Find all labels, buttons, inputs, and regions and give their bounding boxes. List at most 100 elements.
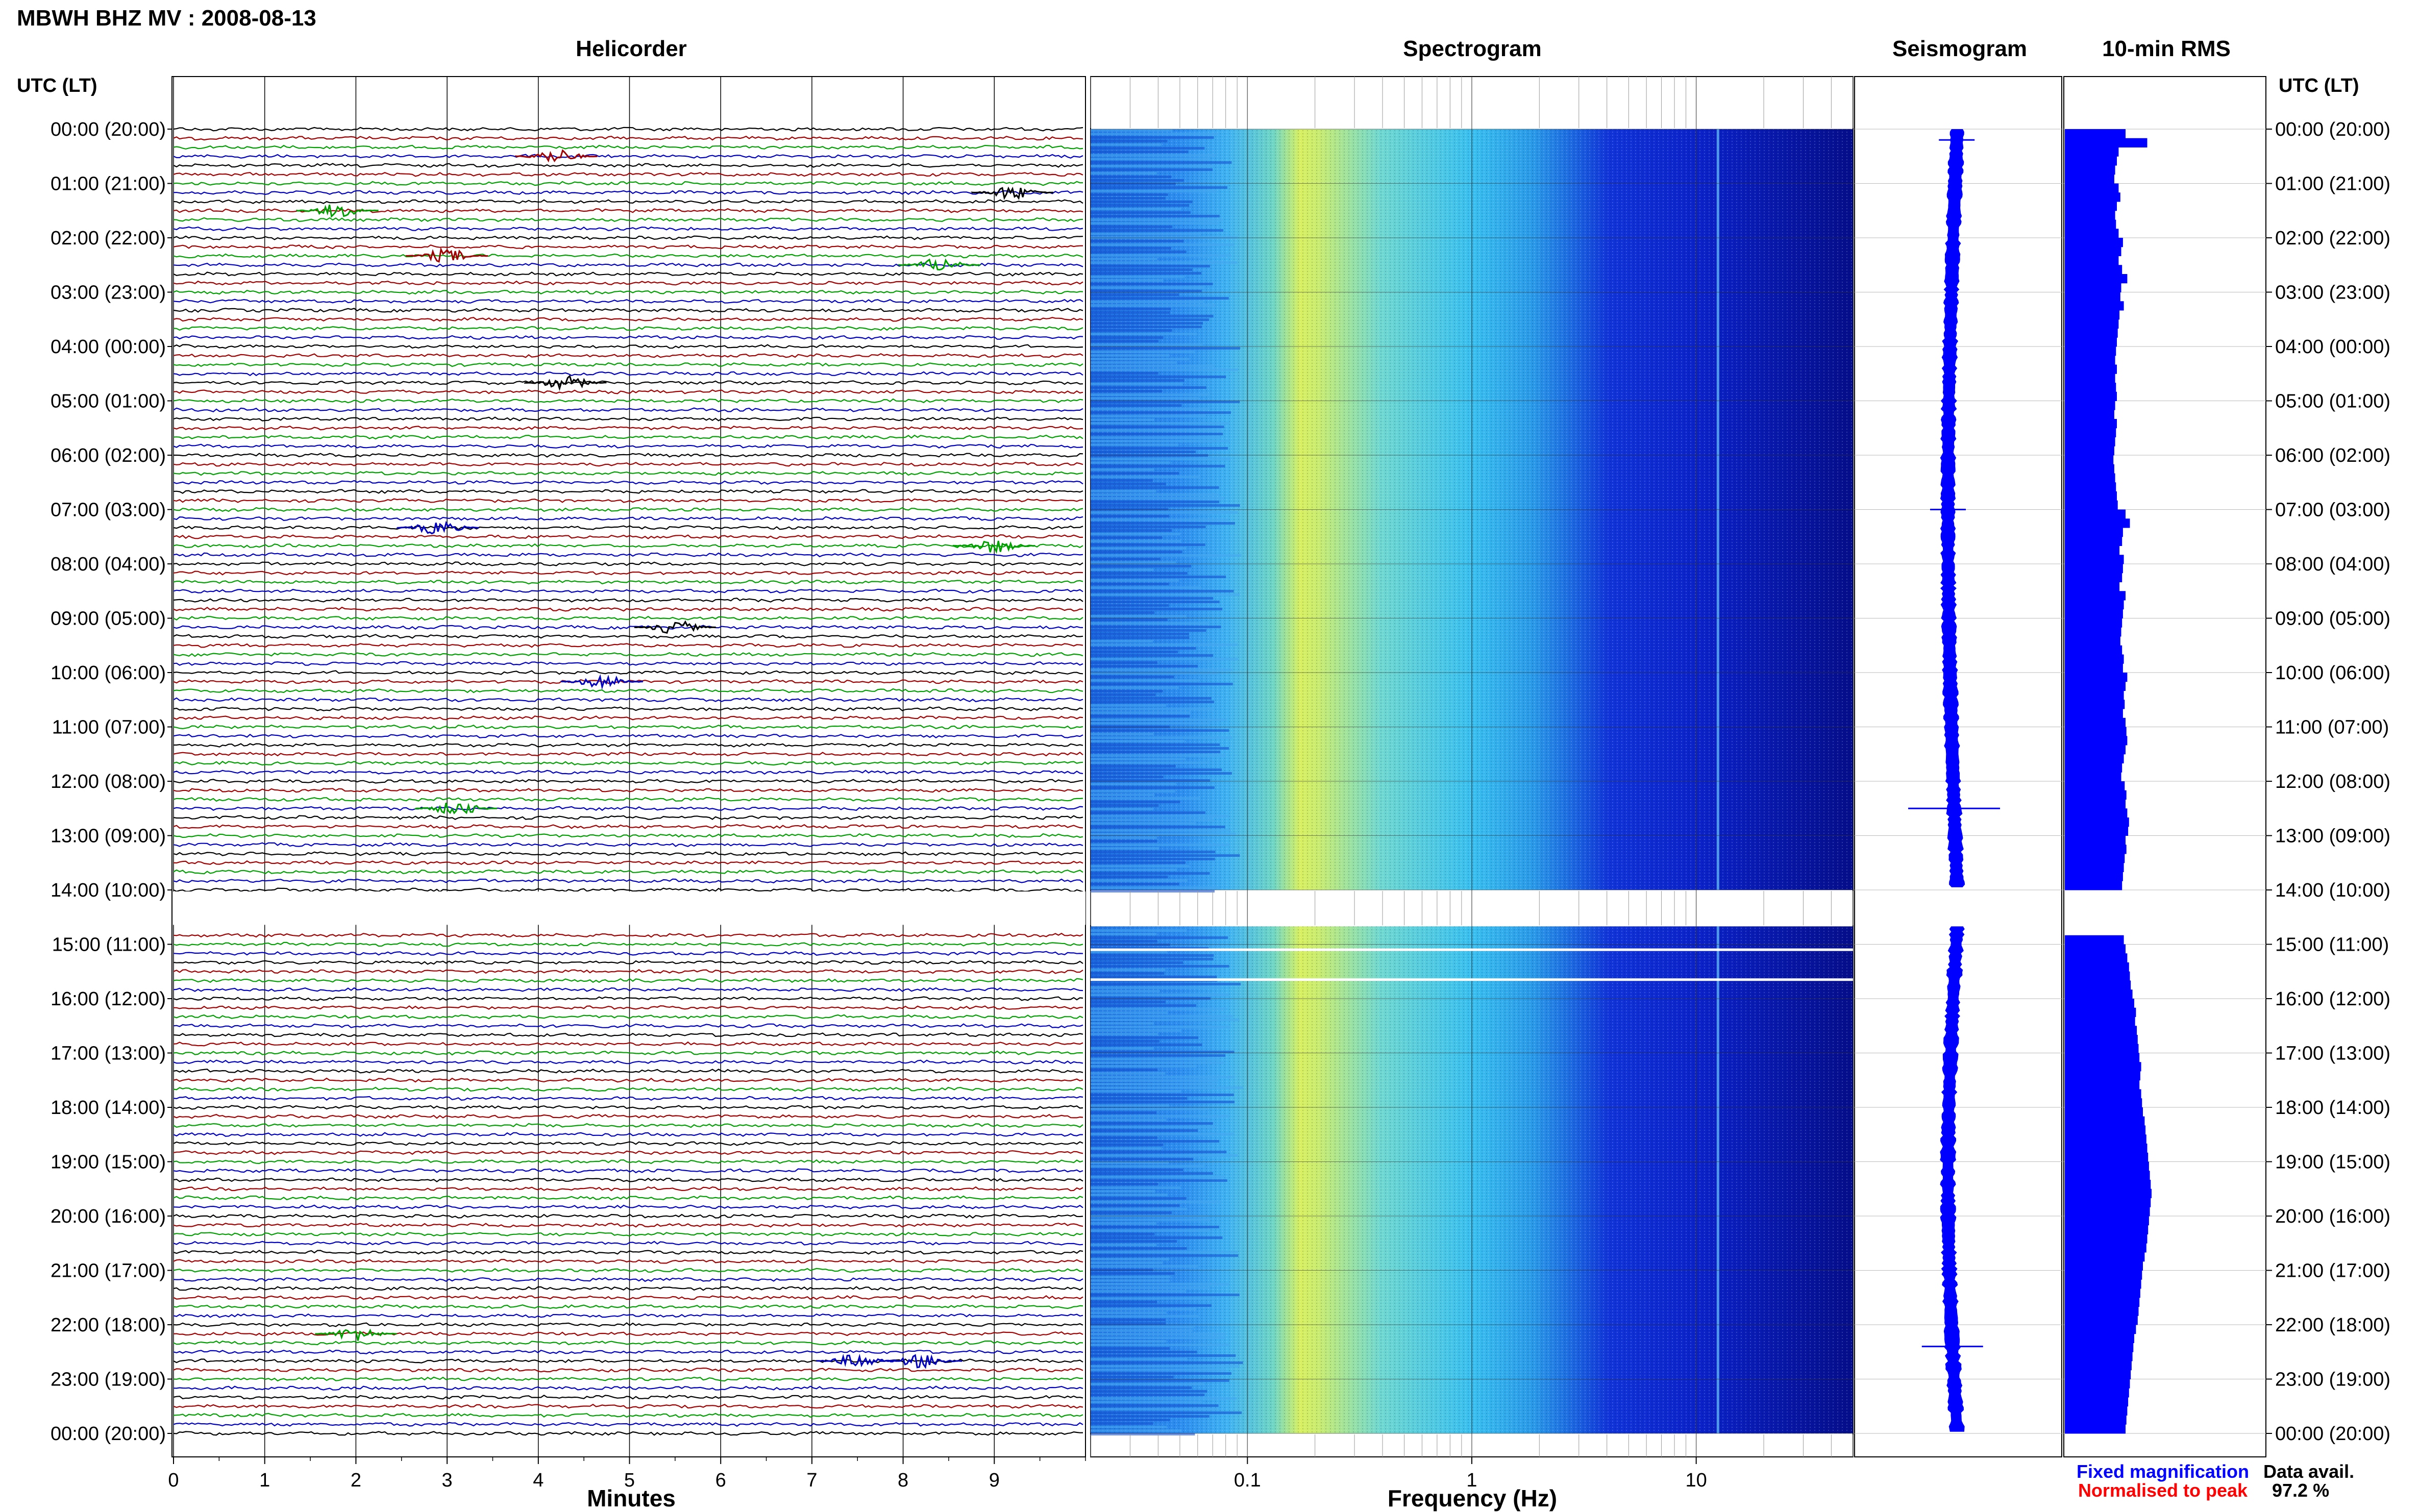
spectrogram-band: [1091, 579, 1179, 582]
rms-bar: [2065, 1071, 2140, 1081]
utc-label-right: UTC (LT): [2279, 75, 2359, 96]
helicorder-trace: [173, 398, 1083, 404]
spectrogram-band: [1091, 329, 1172, 332]
helicorder-x-tick-label: 0: [168, 1470, 179, 1491]
spectrogram-band: [1091, 1129, 1198, 1132]
spectrogram-band: [1091, 1036, 1199, 1039]
time-label-right: 09:00 (05:00): [2275, 608, 2390, 630]
spectrogram-band: [1091, 1258, 1170, 1260]
rms-bar: [2065, 1225, 2149, 1234]
helicorder-x-tick-label: 6: [715, 1470, 726, 1491]
spectrogram-band: [1091, 951, 1167, 953]
spectrogram-band: [1091, 994, 1229, 996]
rms-bar: [2065, 808, 2128, 818]
rms-bar: [2065, 1134, 2146, 1144]
spectrogram-band: [1091, 1408, 1218, 1410]
spectrogram-band: [1091, 636, 1190, 639]
helicorder-trace: [173, 1050, 1083, 1056]
rms-bar: [2065, 654, 2124, 664]
spectrogram-band: [1091, 226, 1173, 228]
helicorder-trace: [173, 1204, 1083, 1210]
spectrogram-band: [1091, 161, 1232, 164]
spectrogram-band: [1091, 647, 1196, 650]
helicorder-trace: [173, 1023, 1083, 1029]
spectrogram-band: [1091, 404, 1182, 407]
rms-bar: [2065, 1188, 2152, 1198]
spectrogram-band: [1091, 1190, 1155, 1193]
spectrogram-band: [1091, 654, 1214, 657]
spectrogram-band: [1091, 972, 1165, 975]
spectrogram-band: [1091, 769, 1222, 771]
spectrogram-band: [1091, 1179, 1227, 1182]
helicorder-trace: [173, 661, 1083, 666]
time-label-right: 13:00 (09:00): [2275, 826, 2390, 847]
spectrogram-band: [1091, 247, 1172, 250]
helicorder-trace: [173, 1277, 1083, 1282]
spectrogram-band: [1091, 1286, 1210, 1289]
rms-bar: [2065, 772, 2121, 782]
helicorder-trace: [173, 1231, 1083, 1237]
helicorder-trace: [173, 498, 1083, 503]
time-label-right: 06:00 (02:00): [2275, 445, 2390, 466]
helicorder-panel: [171, 76, 1086, 1457]
spectrogram-band: [1091, 472, 1179, 475]
rms-panel: [2063, 76, 2266, 1457]
rms-bar: [2065, 681, 2126, 691]
spectrogram-band: [1091, 1326, 1194, 1328]
spectrogram-band: [1091, 1422, 1153, 1425]
helicorder-trace: [173, 1268, 1083, 1273]
rms-bar: [2065, 618, 2122, 628]
helicorder-trace: [173, 1014, 1083, 1020]
rms-bar: [2065, 1198, 2151, 1207]
rms-bar: [2065, 636, 2120, 646]
rms-bar: [2065, 872, 2123, 881]
rms-bar: [2065, 854, 2125, 863]
spectrogram-band: [1091, 1301, 1157, 1303]
helicorder-trace: [173, 1403, 1083, 1409]
spectrogram-band: [1091, 826, 1225, 828]
rms-bar: [2065, 491, 2117, 501]
rms-bar: [2065, 1279, 2141, 1289]
time-label-left: 10:00 (06:00): [51, 662, 166, 684]
spectrogram-band: [1091, 815, 1229, 817]
helicorder-trace: [173, 1358, 1083, 1364]
helicorder-event: [634, 620, 716, 634]
helicorder-trace: [173, 1367, 1083, 1373]
rms-bar: [2065, 717, 2126, 727]
legend-fixed-magnification: Fixed magnification: [2077, 1461, 2249, 1482]
spectrogram-band: [1091, 418, 1155, 421]
spectrogram-band: [1091, 1151, 1227, 1153]
helicorder-trace: [173, 670, 1083, 675]
rms-bar: [2065, 138, 2148, 147]
spectrogram-band: [1091, 715, 1190, 717]
time-label-right: 14:00 (10:00): [2275, 880, 2390, 901]
seismogram-frame: [1854, 76, 2062, 1457]
spectrogram-band: [1091, 754, 1226, 757]
spectrogram-band: [1091, 1040, 1159, 1043]
spectrogram-band: [1091, 1333, 1226, 1335]
helicorder-trace: [173, 308, 1083, 313]
spectrogram-band: [1091, 804, 1159, 807]
spectrogram-band: [1091, 940, 1157, 943]
spectrogram-band: [1091, 390, 1163, 392]
spectrogram-band: [1091, 936, 1228, 939]
spectrogram-band: [1091, 876, 1168, 878]
helicorder-trace: [173, 724, 1083, 730]
spectrogram-band: [1091, 433, 1223, 435]
time-label-right: 11:00 (07:00): [2275, 717, 2389, 738]
helicorder-event: [414, 803, 498, 814]
spectrogram-band: [1091, 143, 1162, 146]
helicorder-trace: [173, 643, 1083, 648]
rms-bar: [2065, 528, 2123, 537]
spectrogram-band: [1091, 794, 1155, 796]
seismogram-panel: [1854, 76, 2062, 1457]
rms-bar: [2065, 591, 2126, 601]
helicorder-trace: [173, 1313, 1083, 1318]
rms-bar: [2065, 754, 2124, 763]
spectrogram-band: [1091, 368, 1238, 371]
spectrogram-band: [1091, 340, 1158, 342]
helicorder-trace: [173, 1150, 1083, 1155]
legend-normalised-to-peak: Normalised to peak: [2078, 1480, 2248, 1501]
spectrogram-band: [1091, 858, 1215, 860]
rms-bar: [2065, 555, 2124, 564]
